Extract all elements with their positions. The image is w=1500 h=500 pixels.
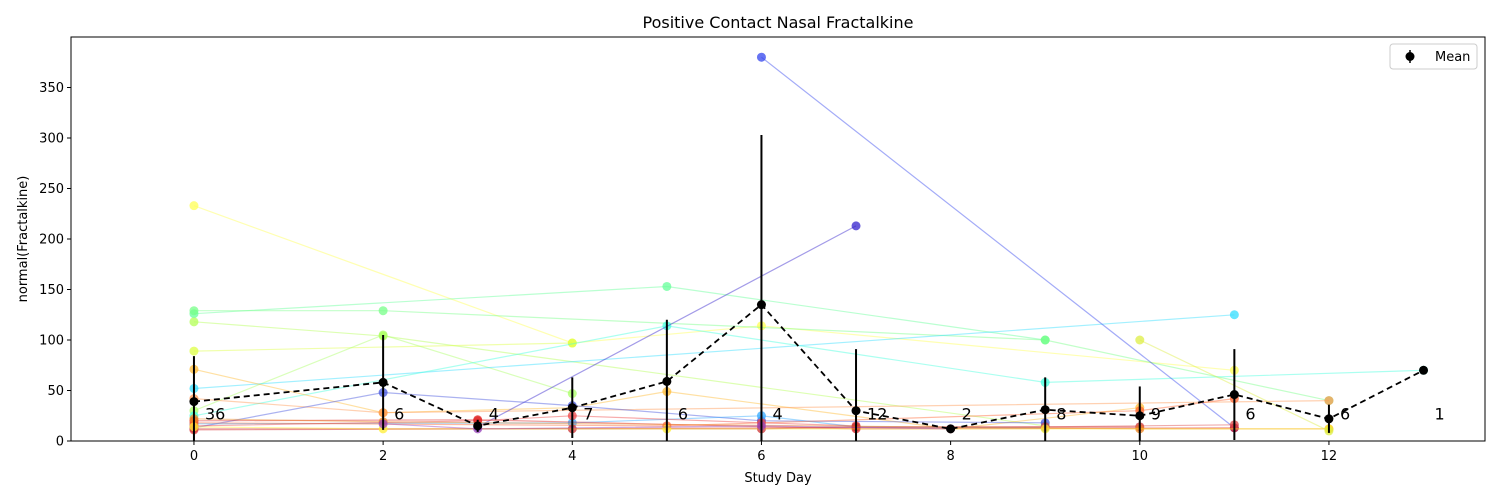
mean-point-day-8 [946,424,956,434]
mean-point-day-9 [1040,405,1050,415]
x-tick-label-2: 2 [379,449,387,464]
subject-4-point-1 [189,317,199,327]
y-tick-label-150: 150 [39,283,64,298]
x-tick-label-12: 12 [1321,449,1338,464]
count-label-day-7: 12 [867,405,887,424]
x-axis-label: Study Day [744,471,812,486]
count-label-day-13: 1 [1435,405,1445,424]
subject-line-9 [193,368,1140,430]
mean-point-day-5 [662,376,672,386]
chart-title: Positive Contact Nasal Fractalkine [643,13,914,32]
y-tick-label-100: 100 [39,334,64,349]
mean-point-day-0 [189,397,199,407]
count-label-day-4: 7 [583,405,593,424]
count-label-day-9: 8 [1056,405,1066,424]
axis-ticks: 0 2 4 6 8 10 12 0 50 100 150 200 250 300 350 [39,81,1337,464]
legend-mean-marker [1405,52,1415,61]
mean-point-day-2 [378,377,388,387]
subject-5-point-2 [567,338,577,348]
x-tick-label-6: 6 [757,449,765,464]
y-tick-label-200: 200 [39,233,64,248]
mean-point-day-10 [1135,411,1145,421]
legend-box [1389,43,1478,70]
x-tick-label-4: 4 [568,449,576,464]
mean-point-day-12 [1324,414,1334,424]
plot-area: 36 6 4 7 6 4 12 2 8 9 6 6 1 [189,52,1445,441]
subject-3-point-3 [1040,335,1050,345]
count-label-day-0: 36 [205,405,225,424]
mean-point-day-6 [756,300,766,310]
y-tick-label-0: 0 [56,435,64,450]
y-axis-label: normal(Fractalkine) [16,176,31,303]
count-label-day-10: 9 [1151,405,1161,424]
subject-10-point-3 [1324,396,1334,406]
x-tick-label-10: 10 [1132,449,1149,464]
mean-point-day-3 [473,421,483,431]
subject-line-7 [193,314,1235,390]
subject-22-point-1 [1135,335,1145,345]
count-label-day-5: 6 [678,405,688,424]
x-tick-label-0: 0 [190,449,198,464]
count-label-day-12: 6 [1340,405,1350,424]
count-label-day-11: 6 [1245,405,1255,424]
legend: Mean [1389,43,1478,70]
subject-1-point-1 [189,201,199,211]
subject-11-point-1 [756,52,766,62]
y-tick-label-250: 250 [39,182,64,197]
subject-7-point-2 [1229,310,1239,320]
subject-line-11 [761,56,1235,429]
y-tick-label-350: 350 [39,81,64,96]
subject-5-point-1 [189,346,199,356]
subject-line-18 [193,398,1235,427]
y-tick-label-300: 300 [39,132,64,147]
count-label-day-2: 6 [394,405,404,424]
count-label-day-3: 4 [489,405,499,424]
mean-point-day-13 [1419,365,1429,375]
mean-point-day-4 [567,403,577,413]
mean-point-day-11 [1229,390,1239,400]
x-tick-label-8: 8 [946,449,954,464]
subject-3-point-2 [378,306,388,316]
subject-line-3 [194,310,1330,402]
subject-12-point-2 [851,221,861,231]
count-label-day-8: 2 [962,405,972,424]
mean-point-day-7 [851,406,861,416]
count-label-day-6: 4 [772,405,782,424]
subject-2-point-2 [662,281,672,291]
y-tick-label-50: 50 [47,384,64,399]
subject-3-point-1 [189,306,199,316]
legend-mean-label: Mean [1435,50,1470,65]
